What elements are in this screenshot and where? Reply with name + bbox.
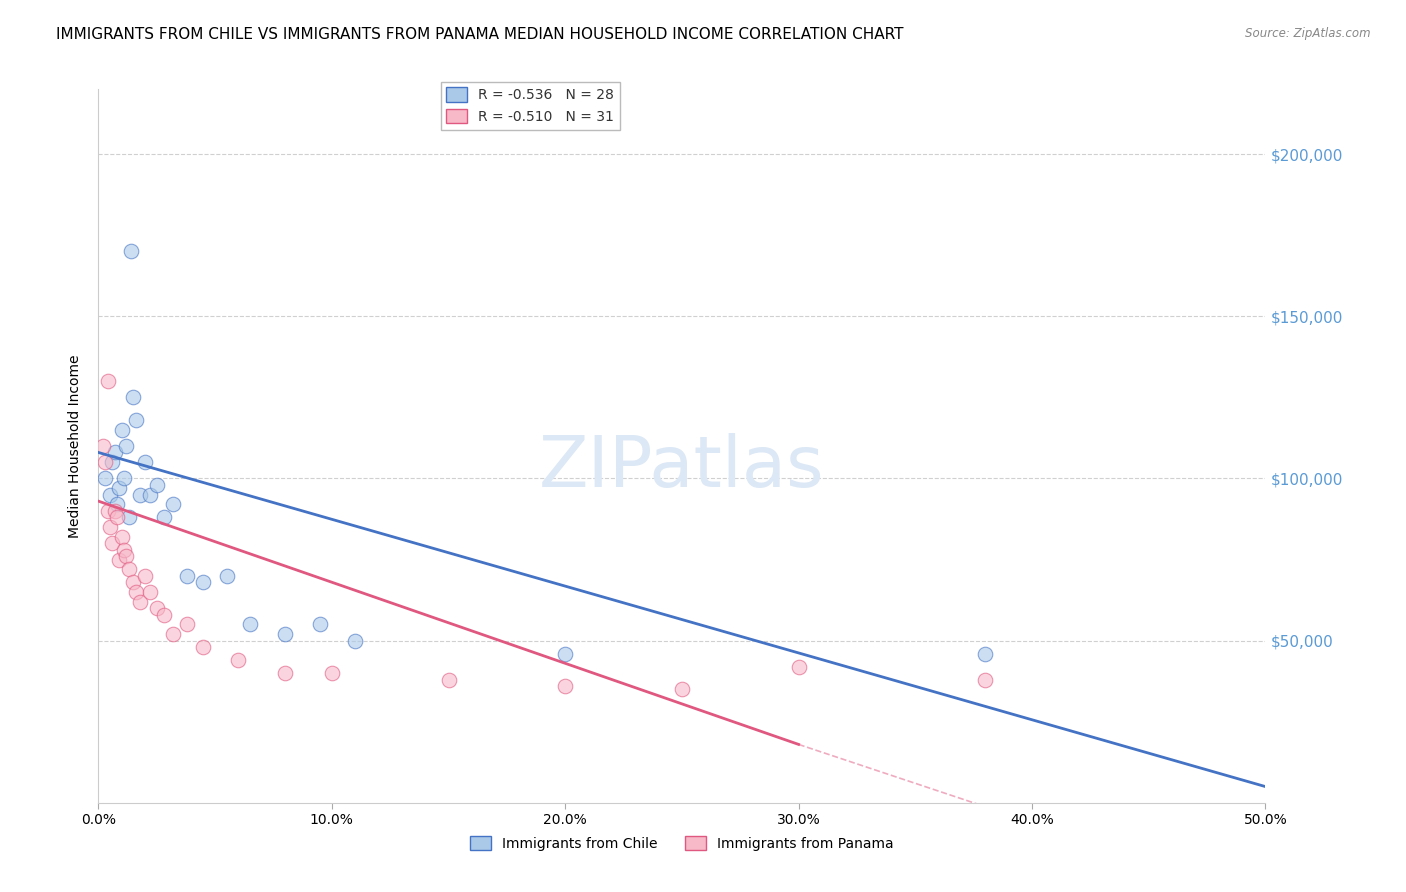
Point <box>112 542 135 557</box>
Point <box>115 439 138 453</box>
Point <box>974 673 997 687</box>
Point <box>112 471 135 485</box>
Text: IMMIGRANTS FROM CHILE VS IMMIGRANTS FROM PANAMA MEDIAN HOUSEHOLD INCOME CORRELAT: IMMIGRANTS FROM CHILE VS IMMIGRANTS FROM… <box>56 27 904 42</box>
Point <box>91 439 114 453</box>
Point <box>139 585 162 599</box>
Y-axis label: Median Household Income: Median Household Income <box>69 354 83 538</box>
Point <box>115 549 138 564</box>
Point <box>122 390 145 404</box>
Point <box>134 455 156 469</box>
Point <box>162 627 184 641</box>
Point <box>309 617 332 632</box>
Point <box>215 568 238 582</box>
Point <box>134 568 156 582</box>
Point <box>193 575 215 590</box>
Point <box>162 497 184 511</box>
Point <box>554 647 576 661</box>
Text: ZIPatlas: ZIPatlas <box>538 433 825 502</box>
Point <box>146 478 169 492</box>
Point <box>105 510 128 524</box>
Text: Source: ZipAtlas.com: Source: ZipAtlas.com <box>1246 27 1371 40</box>
Point <box>98 488 121 502</box>
Point <box>105 497 128 511</box>
Point <box>152 510 174 524</box>
Point <box>176 617 198 632</box>
Point <box>118 562 141 576</box>
Point <box>111 530 134 544</box>
Point <box>974 647 997 661</box>
Point <box>193 640 215 654</box>
Point <box>101 536 124 550</box>
Legend: Immigrants from Chile, Immigrants from Panama: Immigrants from Chile, Immigrants from P… <box>464 830 900 856</box>
Point <box>239 617 262 632</box>
Point <box>104 445 127 459</box>
Point <box>146 601 169 615</box>
Point <box>118 510 141 524</box>
Point <box>111 423 134 437</box>
Point <box>129 488 152 502</box>
Point <box>122 575 145 590</box>
Point <box>437 673 460 687</box>
Point <box>97 504 120 518</box>
Point <box>344 633 367 648</box>
Point <box>152 607 174 622</box>
Point <box>108 481 131 495</box>
Point <box>228 653 250 667</box>
Point <box>554 679 576 693</box>
Point <box>97 374 120 388</box>
Point <box>125 585 148 599</box>
Point <box>94 455 117 469</box>
Point <box>321 666 343 681</box>
Point <box>120 244 142 259</box>
Point <box>787 659 810 673</box>
Point <box>129 595 152 609</box>
Point <box>176 568 198 582</box>
Point <box>274 666 297 681</box>
Point <box>108 552 131 566</box>
Point <box>101 455 124 469</box>
Point <box>274 627 297 641</box>
Point <box>98 520 121 534</box>
Point <box>94 471 117 485</box>
Point <box>125 413 148 427</box>
Point <box>139 488 162 502</box>
Point <box>104 504 127 518</box>
Point <box>671 682 693 697</box>
